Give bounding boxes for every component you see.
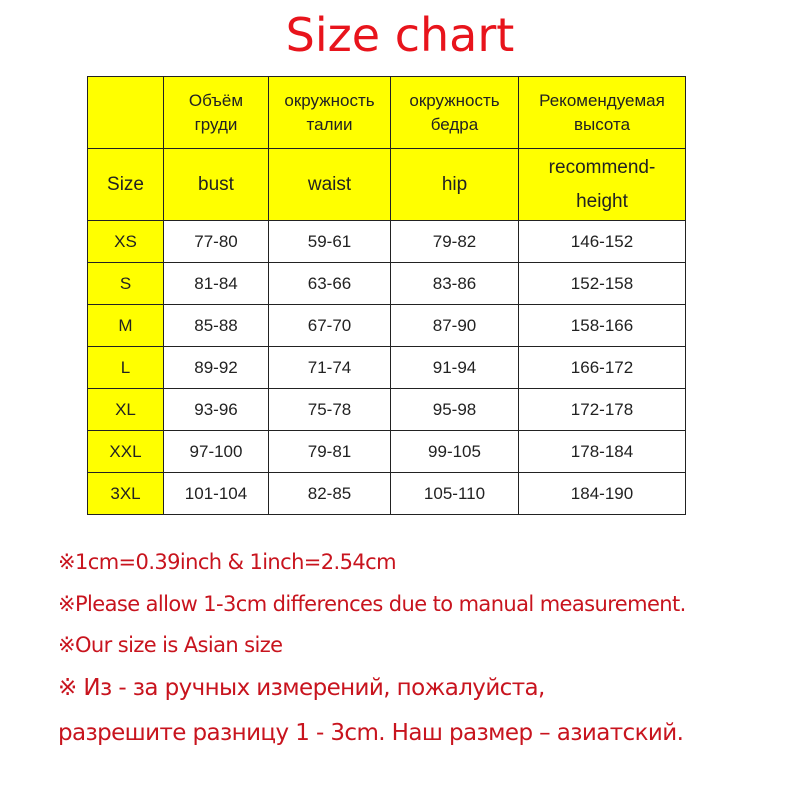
table-cell: 89-92: [163, 346, 269, 389]
table-cell: 75-78: [268, 388, 391, 431]
table-cell: recommend- height: [518, 148, 686, 221]
table-cell: 105-110: [390, 472, 519, 515]
table-cell: 158-166: [518, 304, 686, 347]
table-cell: 63-66: [268, 262, 391, 305]
table-cell: [87, 76, 164, 149]
table-cell: 79-82: [390, 220, 519, 263]
table-cell: 59-61: [268, 220, 391, 263]
table-cell: XXL: [87, 430, 164, 473]
table-cell: 79-81: [268, 430, 391, 473]
table-cell: waist: [268, 148, 391, 221]
note-conversion: ※1cm=0.39inch & 1inch=2.54cm: [58, 550, 397, 574]
table-cell: XS: [87, 220, 164, 263]
note-asian-size: ※Our size is Asian size: [58, 633, 283, 657]
table-cell: 93-96: [163, 388, 269, 431]
table-cell: 99-105: [390, 430, 519, 473]
table-cell: 101-104: [163, 472, 269, 515]
size-chart-table: Объём груди окружность талии окружность бе…: [87, 76, 686, 515]
table-cell: 91-94: [390, 346, 519, 389]
table-cell: 146-152: [518, 220, 686, 263]
table-cell: 77-80: [163, 220, 269, 263]
table-cell: 95-98: [390, 388, 519, 431]
note-ru-line1: ※ Из - за ручных измерений, пожалуйста,: [58, 675, 545, 701]
table-cell: окружность бедра: [390, 76, 519, 149]
table-row: L 89-92 71-74 91-94 166-172: [87, 346, 686, 389]
table-cell: 83-86: [390, 262, 519, 305]
table-cell: M: [87, 304, 164, 347]
page-title: Size chart: [285, 8, 515, 62]
table-cell: XL: [87, 388, 164, 431]
table-cell: 85-88: [163, 304, 269, 347]
table-cell: L: [87, 346, 164, 389]
table-cell: 71-74: [268, 346, 391, 389]
table-cell: Size: [87, 148, 164, 221]
header-row-en: Size bust waist hip recommend- height: [87, 148, 686, 221]
table-cell: 81-84: [163, 262, 269, 305]
table-row: M 85-88 67-70 87-90 158-166: [87, 304, 686, 347]
table-cell: 87-90: [390, 304, 519, 347]
table-cell: 152-158: [518, 262, 686, 305]
table-cell: 166-172: [518, 346, 686, 389]
table-row: XS 77-80 59-61 79-82 146-152: [87, 220, 686, 263]
table-cell: 172-178: [518, 388, 686, 431]
header-row-ru: Объём груди окружность талии окружность бе…: [87, 76, 686, 149]
note-measurement: ※Please allow 1-3cm differences due to m…: [58, 592, 686, 616]
table-cell: Объём груди: [163, 76, 269, 149]
table-cell: 97-100: [163, 430, 269, 473]
table-row: XL 93-96 75-78 95-98 172-178: [87, 388, 686, 431]
table-cell: hip: [390, 148, 519, 221]
table-cell: 82-85: [268, 472, 391, 515]
table-cell: 67-70: [268, 304, 391, 347]
table-cell: окружность талии: [268, 76, 391, 149]
table-row: 3XL 101-104 82-85 105-110 184-190: [87, 472, 686, 515]
table-cell: bust: [163, 148, 269, 221]
note-ru-line2: разрешите разницу 1 - 3cm. Наш размер – …: [58, 720, 684, 746]
table-cell: Рекомендуемая высота: [518, 76, 686, 149]
table-cell: 178-184: [518, 430, 686, 473]
table-cell: 184-190: [518, 472, 686, 515]
table-cell: S: [87, 262, 164, 305]
table-row: XXL 97-100 79-81 99-105 178-184: [87, 430, 686, 473]
table-cell: 3XL: [87, 472, 164, 515]
table-row: S 81-84 63-66 83-86 152-158: [87, 262, 686, 305]
